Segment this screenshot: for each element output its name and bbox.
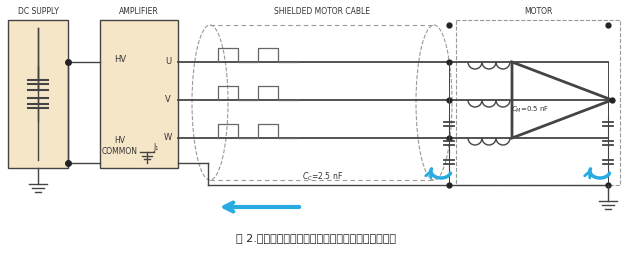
Text: V: V bbox=[165, 95, 171, 104]
Bar bbox=[456, 20, 620, 185]
Text: HV: HV bbox=[114, 55, 126, 64]
Text: SHIELDED MOTOR CABLE: SHIELDED MOTOR CABLE bbox=[274, 7, 370, 16]
Text: 图 2.　将驱动电缆屏蔽可使噪声电流安全分流入地。: 图 2. 将驱动电缆屏蔽可使噪声电流安全分流入地。 bbox=[236, 233, 396, 243]
Bar bbox=[100, 20, 178, 168]
Text: $C_M$=0.5 nF: $C_M$=0.5 nF bbox=[511, 105, 549, 115]
Text: MOTOR: MOTOR bbox=[524, 7, 552, 16]
Text: AMPLIFIER: AMPLIFIER bbox=[119, 7, 159, 16]
Text: W: W bbox=[164, 133, 172, 142]
Text: $C_C$=2.5 nF: $C_C$=2.5 nF bbox=[301, 171, 342, 183]
Text: U: U bbox=[165, 58, 171, 67]
Text: J₁: J₁ bbox=[153, 142, 158, 151]
Bar bbox=[8, 20, 68, 168]
Text: DC SUPPLY: DC SUPPLY bbox=[18, 7, 58, 16]
Text: HV
COMMON: HV COMMON bbox=[102, 136, 138, 156]
